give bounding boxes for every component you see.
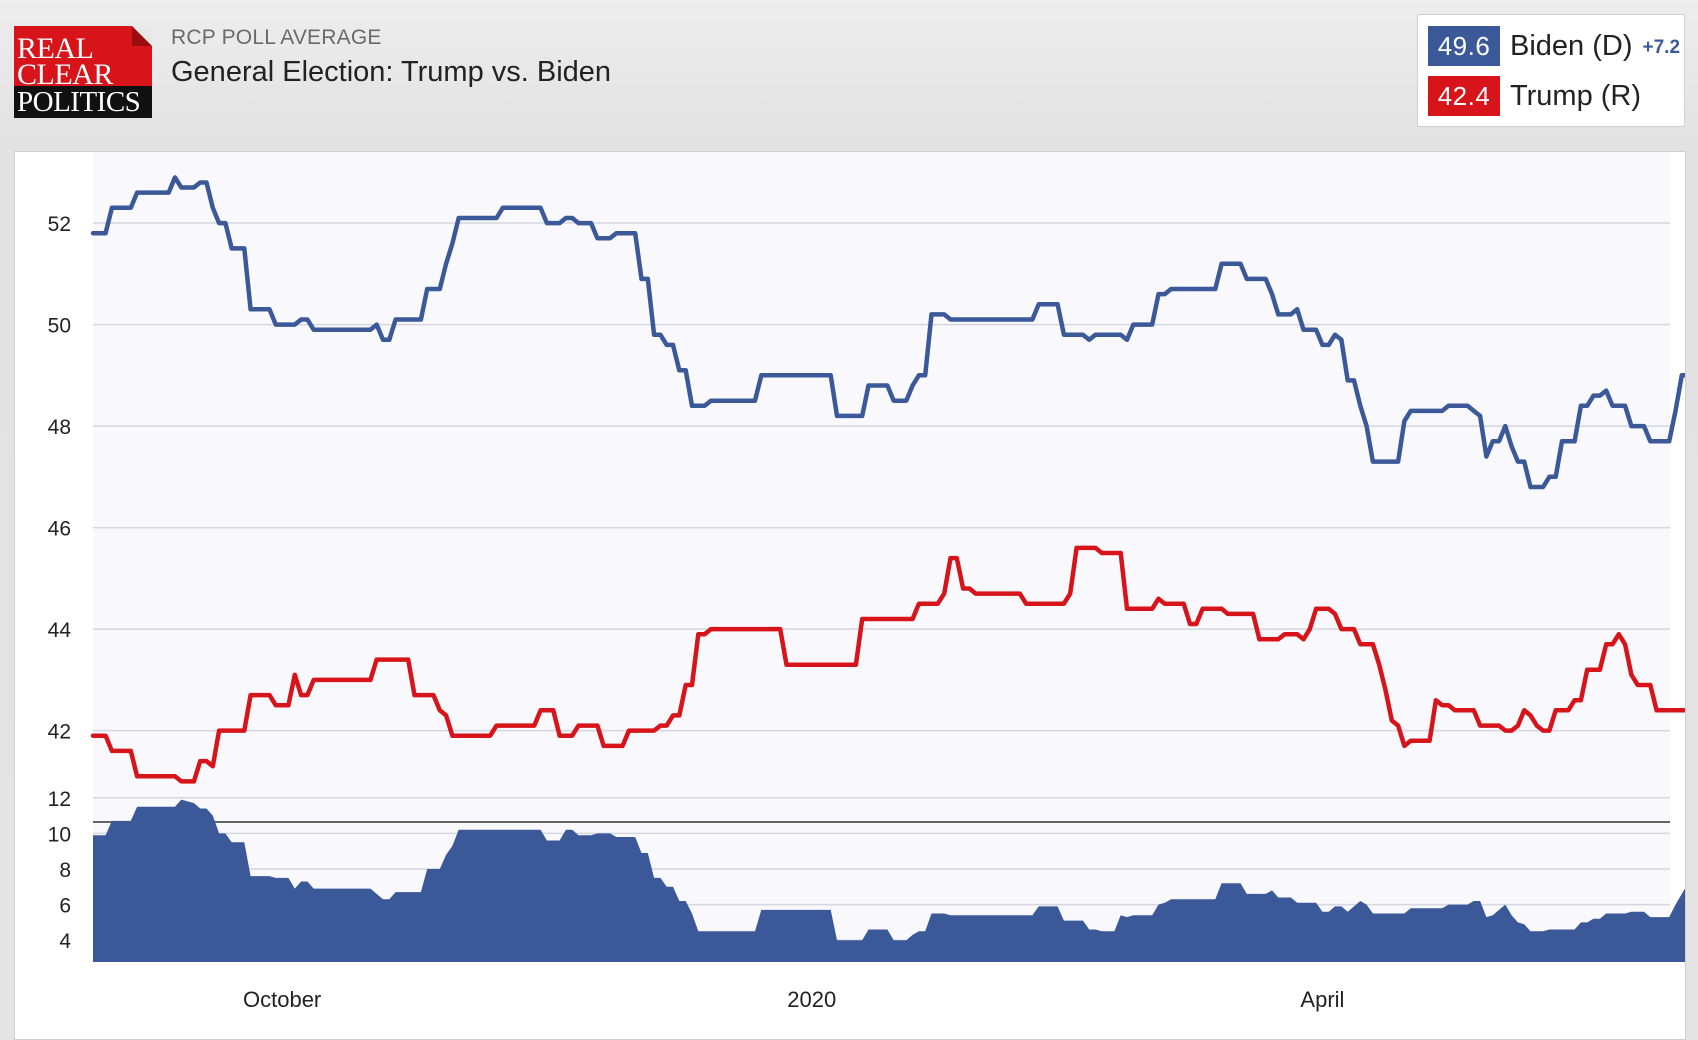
logo-line-1: REAL	[17, 32, 94, 65]
spread-y-tick-label-10: 10	[48, 823, 71, 846]
x-tick-label-april: April	[1300, 987, 1344, 1012]
chart-panel[interactable]: 42 44 46 48 50 52 4 6 8 10 12 October 2020 April	[14, 151, 1686, 1040]
y-tick-label-48: 48	[48, 416, 71, 439]
x-tick-label-october: October	[243, 987, 321, 1012]
plot-background	[93, 152, 1670, 952]
logo-line-3: POLITICS	[14, 86, 152, 118]
spread-y-tick-label-4: 4	[59, 930, 71, 953]
biden-d-series-line	[90, 175, 1685, 490]
spread-y-tick-label-12: 12	[48, 788, 71, 811]
logo-fold-corner	[132, 26, 152, 46]
trump-r-series-line	[90, 545, 1685, 784]
rcp-logo[interactable]: REAL CLEAR POLITICS	[14, 26, 152, 118]
x-tick-label-2020: 2020	[787, 987, 836, 1012]
biden-lead-value: +7.2	[1642, 37, 1681, 58]
page-title: General Election: Trump vs. Biden	[171, 56, 612, 88]
trump-label: Trump (R)	[1510, 79, 1642, 112]
legend-row-biden[interactable]: 49.6 Biden (D) +7.2	[1428, 26, 1680, 66]
trump-value-badge: 42.4	[1428, 76, 1500, 116]
y-tick-label-44: 44	[48, 619, 72, 642]
y-tick-label-42: 42	[48, 721, 71, 744]
spread-y-tick-label-8: 8	[59, 859, 71, 882]
logo-line-2: CLEAR	[17, 58, 113, 91]
biden-label: Biden (D)	[1510, 29, 1633, 62]
y-tick-label-52: 52	[48, 213, 71, 236]
spread-area	[93, 799, 1685, 962]
legend-box: 49.6 Biden (D) +7.2 42.4 Trump (R)	[1417, 14, 1685, 127]
spread-y-tick-label-6: 6	[59, 895, 71, 918]
chart-kicker: RCP POLL AVERAGE	[171, 26, 382, 49]
y-tick-label-50: 50	[48, 315, 71, 338]
biden-value-badge: 49.6	[1428, 26, 1500, 66]
y-tick-label-46: 46	[48, 518, 71, 541]
legend-row-trump[interactable]: 42.4 Trump (R)	[1428, 76, 1641, 116]
